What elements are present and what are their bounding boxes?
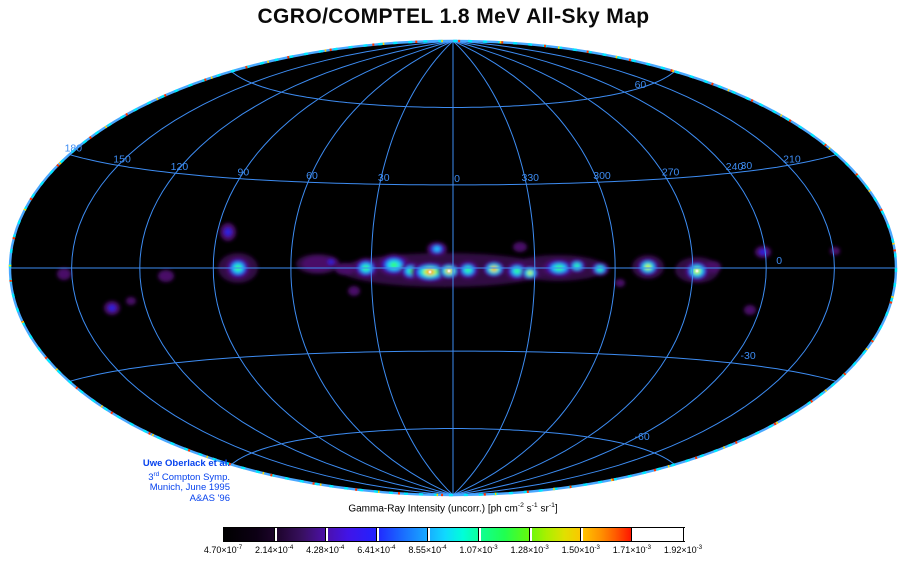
emission-blob: [830, 247, 840, 255]
lat-label: 0: [776, 255, 782, 267]
colorbar-tick-label: 1.50×10-3: [561, 544, 600, 555]
lat-label: -60: [635, 431, 650, 443]
emission-blob: [574, 264, 580, 268]
emission-blob: [465, 267, 471, 273]
colorbar-gradient: [224, 528, 684, 541]
lon-label: 120: [171, 161, 189, 173]
colorbar-title: Gamma-Ray Intensity (uncorr.) [ph cm-2 s…: [348, 502, 558, 515]
map-boundary: [8, 39, 898, 497]
colorbar-tick-label: 1.28×10-3: [510, 544, 549, 555]
credit-line: Uwe Oberlack et al.: [142, 458, 230, 469]
lon-label: 300: [593, 170, 611, 182]
map-boundary-speckle: [8, 39, 898, 497]
emission-blob: [224, 227, 232, 237]
emission-blob: [108, 304, 116, 312]
colorbar-tick-label: 1.71×10-3: [612, 544, 651, 555]
lon-label: 0: [454, 173, 460, 185]
credit-line: 3rd Compton Symp.: [148, 470, 230, 483]
colorbar-tick: [375, 528, 379, 541]
colorbar: [223, 527, 686, 542]
colorbar-tick-label: 2.14×10-4: [254, 544, 294, 555]
credit-line: Munich, June 1995: [149, 482, 230, 494]
parallel-line: [231, 71, 675, 108]
page-title: CGRO/COMPTEL 1.8 MeV All-Sky Map: [257, 5, 650, 28]
lat-label: 30: [741, 160, 753, 172]
colorbar-tick-label: 6.41×10-4: [357, 544, 396, 555]
lon-label: 30: [378, 172, 390, 184]
graticule: [10, 40, 896, 496]
parallel-line: [231, 428, 675, 465]
emission-blob: [744, 305, 756, 315]
colorbar-tick-label: 4.70×10-7: [203, 544, 243, 555]
colorbar-tick-label: 4.28×10-4: [306, 544, 345, 555]
lon-label: 90: [238, 167, 250, 179]
emission-blob: [335, 263, 355, 275]
lon-label: 180: [65, 143, 83, 155]
lon-label: 330: [522, 172, 540, 184]
emission-blob: [158, 270, 174, 282]
lat-label: 60: [635, 79, 647, 91]
colorbar-tick: [682, 528, 686, 541]
peak-dot: [447, 269, 451, 273]
emission-blob: [389, 262, 399, 268]
emission-blob: [513, 242, 527, 252]
colorbar-tick: [324, 528, 328, 541]
emission-blob: [348, 286, 360, 296]
lon-label: 270: [662, 167, 680, 179]
credit-block: Uwe Oberlack et al. 3rd Compton Symp. Muni…: [58, 458, 230, 504]
emission-blob: [327, 259, 335, 265]
colorbar-tick: [631, 528, 635, 541]
parallel-line: [69, 350, 837, 382]
lat-label: -30: [741, 350, 756, 362]
colorbar-tick-label: 1.07×10-3: [459, 544, 498, 555]
emission-blob: [126, 297, 136, 305]
lon-label: 240: [726, 161, 744, 173]
emission-blob: [57, 268, 71, 280]
colorbar-tick: [580, 528, 584, 541]
parallel-line: [69, 154, 837, 186]
colorbar-tick-label: 1.92×10-3: [663, 544, 703, 555]
emission-blob: [528, 271, 532, 275]
emission-blob: [705, 261, 721, 273]
peak-dot: [428, 270, 432, 274]
lon-label: 150: [113, 153, 131, 165]
colorbar-tick-label: 8.55×10-4: [408, 544, 447, 555]
colorbar-tick: [273, 528, 277, 541]
lon-label: 60: [306, 170, 318, 182]
lon-label: 210: [783, 153, 801, 165]
colorbar-tick: [478, 528, 482, 541]
colorbar-tick: [529, 528, 533, 541]
credit-line: A&AS '96: [189, 492, 230, 504]
emission-blob: [514, 268, 520, 274]
colorbar-tick: [426, 528, 430, 541]
peak-dot: [695, 269, 699, 273]
emission-blob: [433, 246, 441, 252]
emission-blob: [615, 279, 625, 287]
